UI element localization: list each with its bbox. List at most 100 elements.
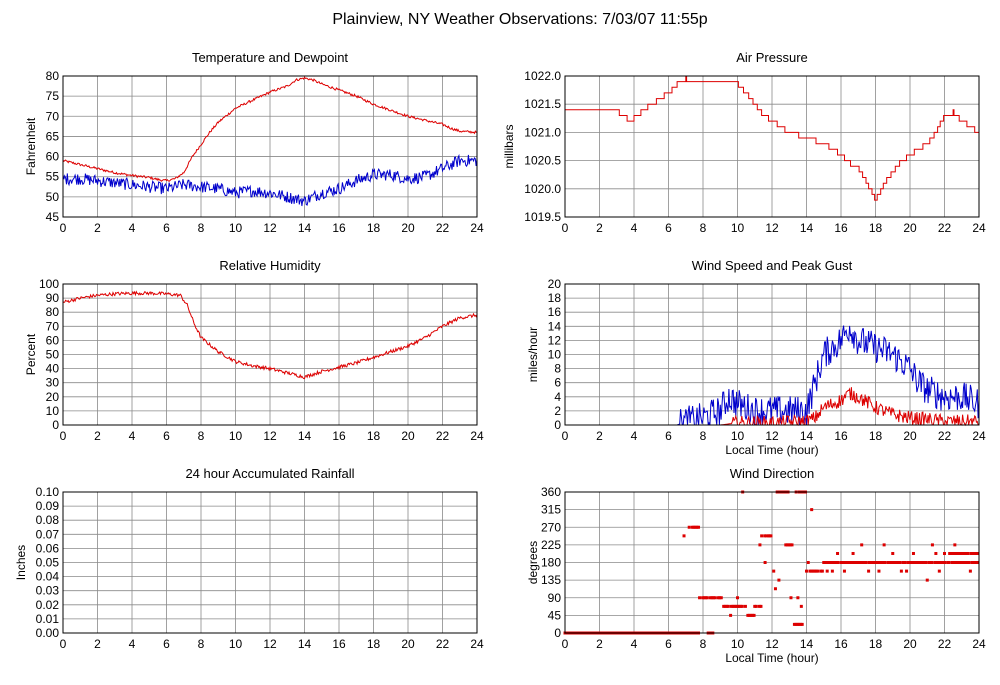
data-point (894, 561, 898, 564)
chart-title: Wind Direction (730, 466, 815, 481)
data-point (823, 561, 827, 564)
y-tick-label: 14 (548, 319, 562, 333)
data-point (950, 561, 954, 564)
data-point (930, 543, 934, 547)
data-point (974, 551, 978, 555)
data-point (830, 569, 834, 573)
x-tick-label: 12 (263, 429, 277, 443)
x-tick-label: 6 (163, 637, 170, 651)
y-tick-label: 65 (46, 129, 60, 143)
y-axis-label: miles/hour (526, 327, 540, 382)
data-point (693, 525, 697, 529)
y-tick-label: 0.01 (36, 612, 60, 626)
data-point (856, 561, 860, 564)
data-point (941, 561, 945, 564)
data-point (800, 622, 804, 626)
x-tick-label: 2 (94, 637, 101, 651)
data-point (828, 561, 832, 564)
data-point (877, 569, 881, 573)
data-point (913, 561, 917, 564)
data-point (831, 561, 835, 564)
data-point (772, 569, 776, 573)
series-line (565, 75, 979, 201)
data-point (826, 561, 830, 564)
y-tick-label: 225 (541, 538, 561, 552)
data-point (692, 525, 696, 529)
data-point (796, 596, 800, 600)
data-point (858, 561, 862, 564)
y-tick-label: 8 (554, 362, 561, 376)
data-point (725, 604, 729, 608)
y-tick-label: 18 (548, 291, 562, 305)
data-point (787, 543, 791, 547)
data-point (734, 604, 738, 608)
data-point (825, 569, 829, 573)
y-tick-label: 0.10 (36, 485, 60, 499)
x-axis-label: Local Time (hour) (725, 443, 818, 457)
y-tick-label: 0.06 (36, 541, 60, 555)
chart-title: Temperature and Dewpoint (192, 50, 348, 65)
data-point (822, 561, 826, 564)
data-point (769, 534, 773, 538)
data-point (891, 561, 895, 564)
x-tick-label: 2 (596, 637, 603, 651)
x-tick-label: 8 (700, 429, 707, 443)
data-point (878, 561, 882, 564)
x-tick-label: 24 (470, 429, 484, 443)
data-point (897, 561, 901, 564)
x-tick-label: 14 (298, 637, 312, 651)
x-tick-label: 2 (596, 221, 603, 235)
x-tick-label: 8 (700, 221, 707, 235)
data-point (739, 604, 743, 608)
x-tick-label: 10 (229, 429, 243, 443)
data-point (906, 561, 910, 564)
y-tick-label: 0.09 (36, 499, 60, 513)
x-tick-label: 18 (367, 429, 381, 443)
x-tick-label: 18 (367, 221, 381, 235)
data-point (813, 569, 817, 573)
y-tick-label: 12 (548, 333, 562, 347)
data-point (682, 534, 686, 538)
data-point (961, 561, 965, 564)
data-point (773, 587, 777, 591)
data-point (806, 561, 810, 564)
data-point (705, 596, 709, 600)
y-tick-label: 0 (52, 418, 59, 432)
x-tick-label: 22 (436, 429, 450, 443)
y-tick-label: 100 (39, 277, 59, 291)
y-tick-label: 60 (46, 150, 60, 164)
data-point (875, 561, 879, 564)
data-point (872, 561, 876, 564)
x-tick-label: 2 (94, 221, 101, 235)
data-point (969, 551, 973, 555)
y-axis-label: millibars (502, 124, 516, 168)
y-tick-label: 16 (548, 305, 562, 319)
data-point (690, 525, 694, 529)
data-point (760, 534, 764, 538)
data-point (845, 561, 849, 564)
plot-frame (62, 491, 478, 634)
data-point (820, 569, 824, 573)
x-tick-label: 16 (834, 221, 848, 235)
data-point (746, 613, 750, 617)
data-point (743, 604, 747, 608)
x-tick-label: 4 (631, 637, 638, 651)
y-tick-label: 1019.5 (524, 210, 561, 224)
data-point (922, 561, 926, 564)
data-point (808, 569, 812, 573)
data-point (751, 613, 755, 617)
data-point (943, 551, 946, 555)
x-tick-label: 8 (198, 429, 205, 443)
x-tick-label: 6 (665, 429, 672, 443)
y-tick-label: 180 (541, 556, 561, 570)
data-point (870, 561, 874, 564)
data-point (976, 551, 980, 555)
x-tick-label: 20 (903, 637, 917, 651)
data-point (698, 596, 702, 600)
data-point (970, 561, 974, 564)
data-point (920, 561, 924, 564)
y-tick-label: 45 (46, 210, 60, 224)
data-point (886, 561, 890, 564)
data-point (949, 551, 953, 555)
series-line (62, 76, 478, 182)
